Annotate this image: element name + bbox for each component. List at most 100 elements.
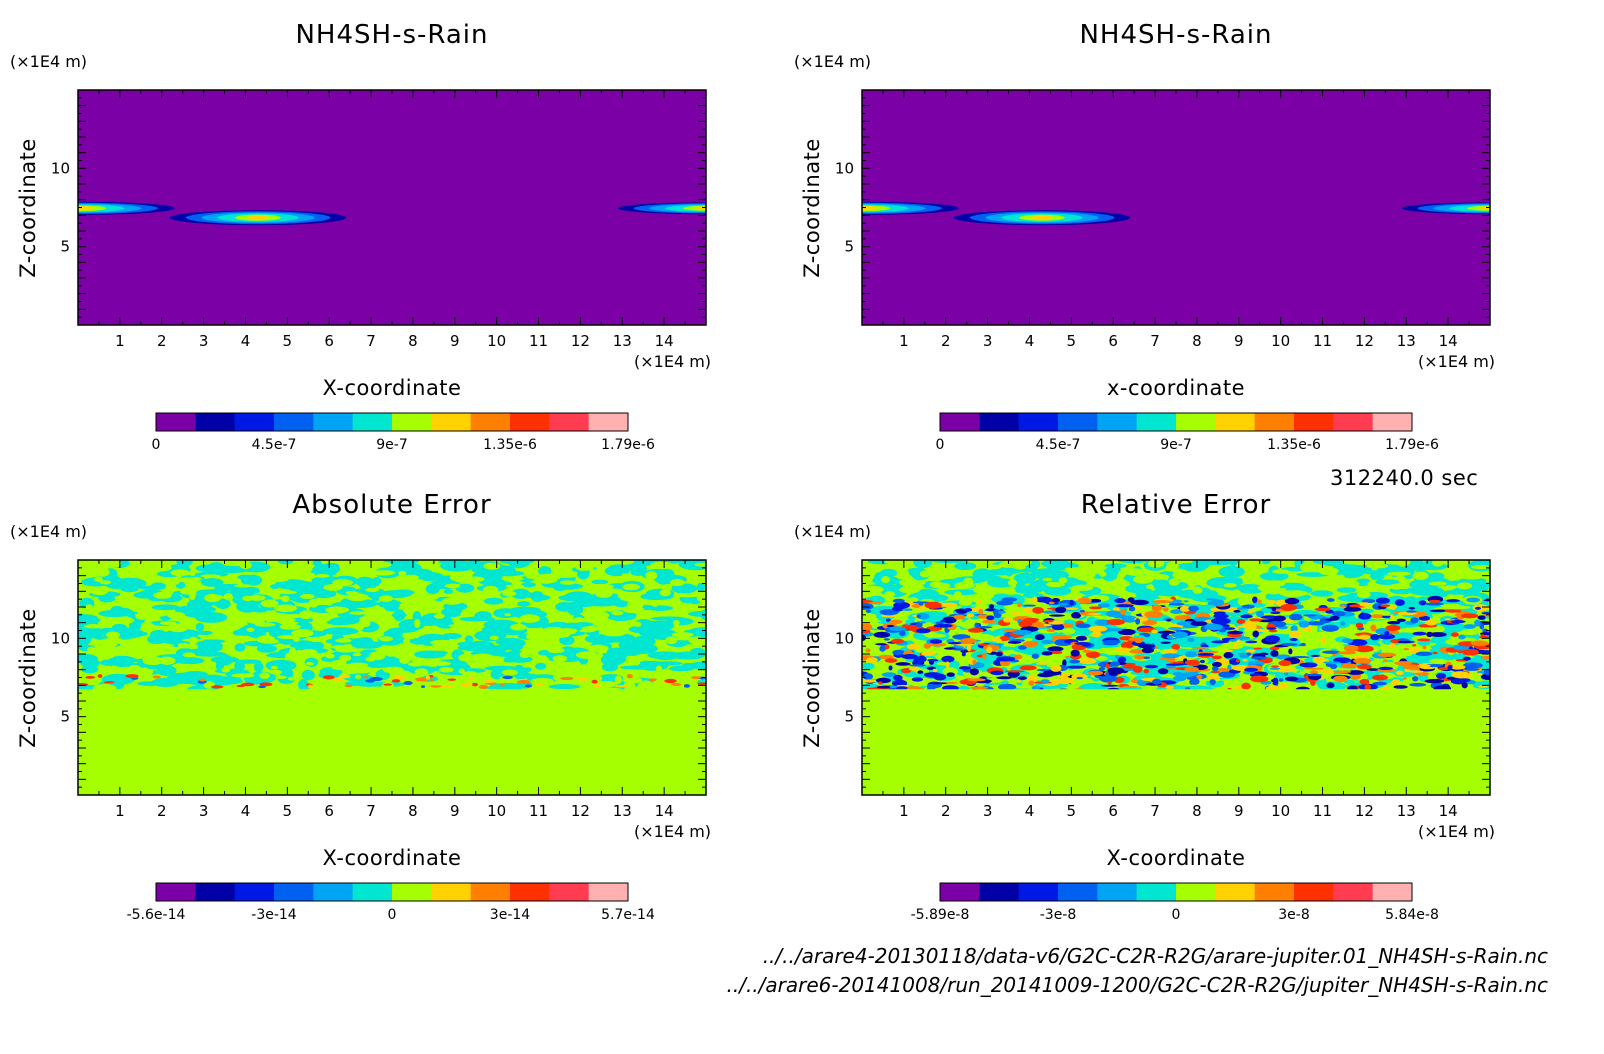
error-contour (138, 585, 165, 590)
error-contour (954, 582, 975, 589)
error-contour (591, 679, 598, 684)
error-contour (460, 611, 471, 618)
error-contour (1172, 570, 1192, 580)
error-contour (1124, 568, 1147, 576)
error-contour (1055, 654, 1065, 659)
error-contour (1450, 632, 1459, 637)
error-contour (240, 574, 263, 586)
error-contour (1427, 572, 1445, 580)
y-tick-label: 5 (844, 238, 854, 256)
error-contour (1483, 599, 1490, 602)
error-contour (1412, 676, 1419, 682)
error-contour (273, 564, 292, 571)
error-contour (173, 576, 180, 585)
error-contour (287, 581, 323, 594)
error-contour (1425, 619, 1437, 626)
error-contour (884, 591, 896, 598)
error-contour (378, 562, 392, 568)
error-contour (575, 564, 594, 571)
error-contour (1255, 629, 1268, 633)
error-contour (285, 639, 295, 645)
error-contour (1288, 630, 1302, 638)
error-contour (404, 579, 427, 587)
colorbar-swatch (1018, 413, 1059, 431)
error-contour (1238, 654, 1250, 658)
error-contour (1092, 630, 1102, 638)
error-contour (1293, 646, 1306, 656)
error-contour (507, 641, 524, 652)
error-contour (1211, 617, 1231, 625)
error-contour (1079, 609, 1085, 613)
error-contour (648, 673, 671, 678)
error-contour (566, 669, 583, 674)
error-contour (365, 656, 376, 662)
error-contour (277, 590, 297, 595)
error-contour (1117, 628, 1136, 636)
error-contour (158, 656, 176, 665)
error-contour (1428, 581, 1447, 586)
x-tick-label: 3 (983, 332, 993, 350)
x-tick-label: 8 (408, 802, 418, 820)
error-contour (1284, 597, 1300, 605)
error-contour (153, 591, 172, 599)
error-contour (1087, 670, 1104, 676)
error-contour (1166, 618, 1172, 622)
error-contour (621, 573, 629, 577)
error-contour (884, 560, 907, 565)
error-contour (1275, 666, 1296, 673)
colorbar (939, 882, 1413, 902)
error-contour (246, 617, 266, 624)
error-contour (988, 604, 995, 609)
error-contour (430, 685, 442, 688)
error-contour (909, 664, 926, 667)
error-contour (412, 571, 444, 582)
error-contour (1064, 655, 1071, 659)
error-contour (1470, 640, 1489, 646)
error-contour (378, 582, 389, 588)
error-contour (1432, 560, 1444, 567)
error-contour (265, 577, 289, 583)
error-contour (944, 571, 968, 576)
error-contour (277, 560, 294, 565)
error-contour (1461, 576, 1482, 580)
x-tick-label: 14 (1439, 802, 1458, 820)
error-contour (1204, 623, 1223, 631)
colorbar (939, 412, 1413, 432)
error-contour (877, 654, 894, 659)
error-contour (100, 659, 120, 666)
error-contour (1289, 637, 1298, 642)
error-contour (1120, 608, 1126, 616)
error-contour (538, 649, 551, 656)
error-contour (986, 646, 993, 654)
error-contour (997, 610, 1006, 614)
error-contour (504, 613, 512, 617)
x-tick-label: 2 (157, 332, 167, 350)
error-contour (900, 668, 912, 674)
error-contour (1121, 615, 1138, 623)
error-contour (1117, 560, 1149, 564)
error-contour (274, 604, 298, 612)
error-contour (1478, 685, 1489, 688)
error-contour (314, 684, 335, 691)
error-contour (1017, 645, 1027, 650)
error-contour (133, 591, 156, 599)
error-contour (1340, 621, 1346, 626)
error-contour (901, 653, 919, 660)
error-contour (1458, 634, 1466, 640)
error-contour (524, 684, 533, 688)
error-contour (348, 662, 369, 667)
error-contour (1268, 599, 1276, 605)
error-contour (627, 600, 644, 609)
colorbar-swatch (1254, 413, 1295, 431)
error-contour (958, 599, 973, 606)
error-contour (876, 677, 891, 684)
colorbar-tick-label: 1.35e-6 (1267, 437, 1321, 453)
error-contour (1105, 610, 1122, 618)
rain-contour (862, 206, 878, 211)
error-contour (248, 595, 266, 601)
error-contour (1375, 597, 1390, 604)
error-contour (256, 653, 264, 661)
error-contour (197, 630, 213, 635)
error-contour (1115, 604, 1134, 608)
error-contour (129, 641, 147, 645)
